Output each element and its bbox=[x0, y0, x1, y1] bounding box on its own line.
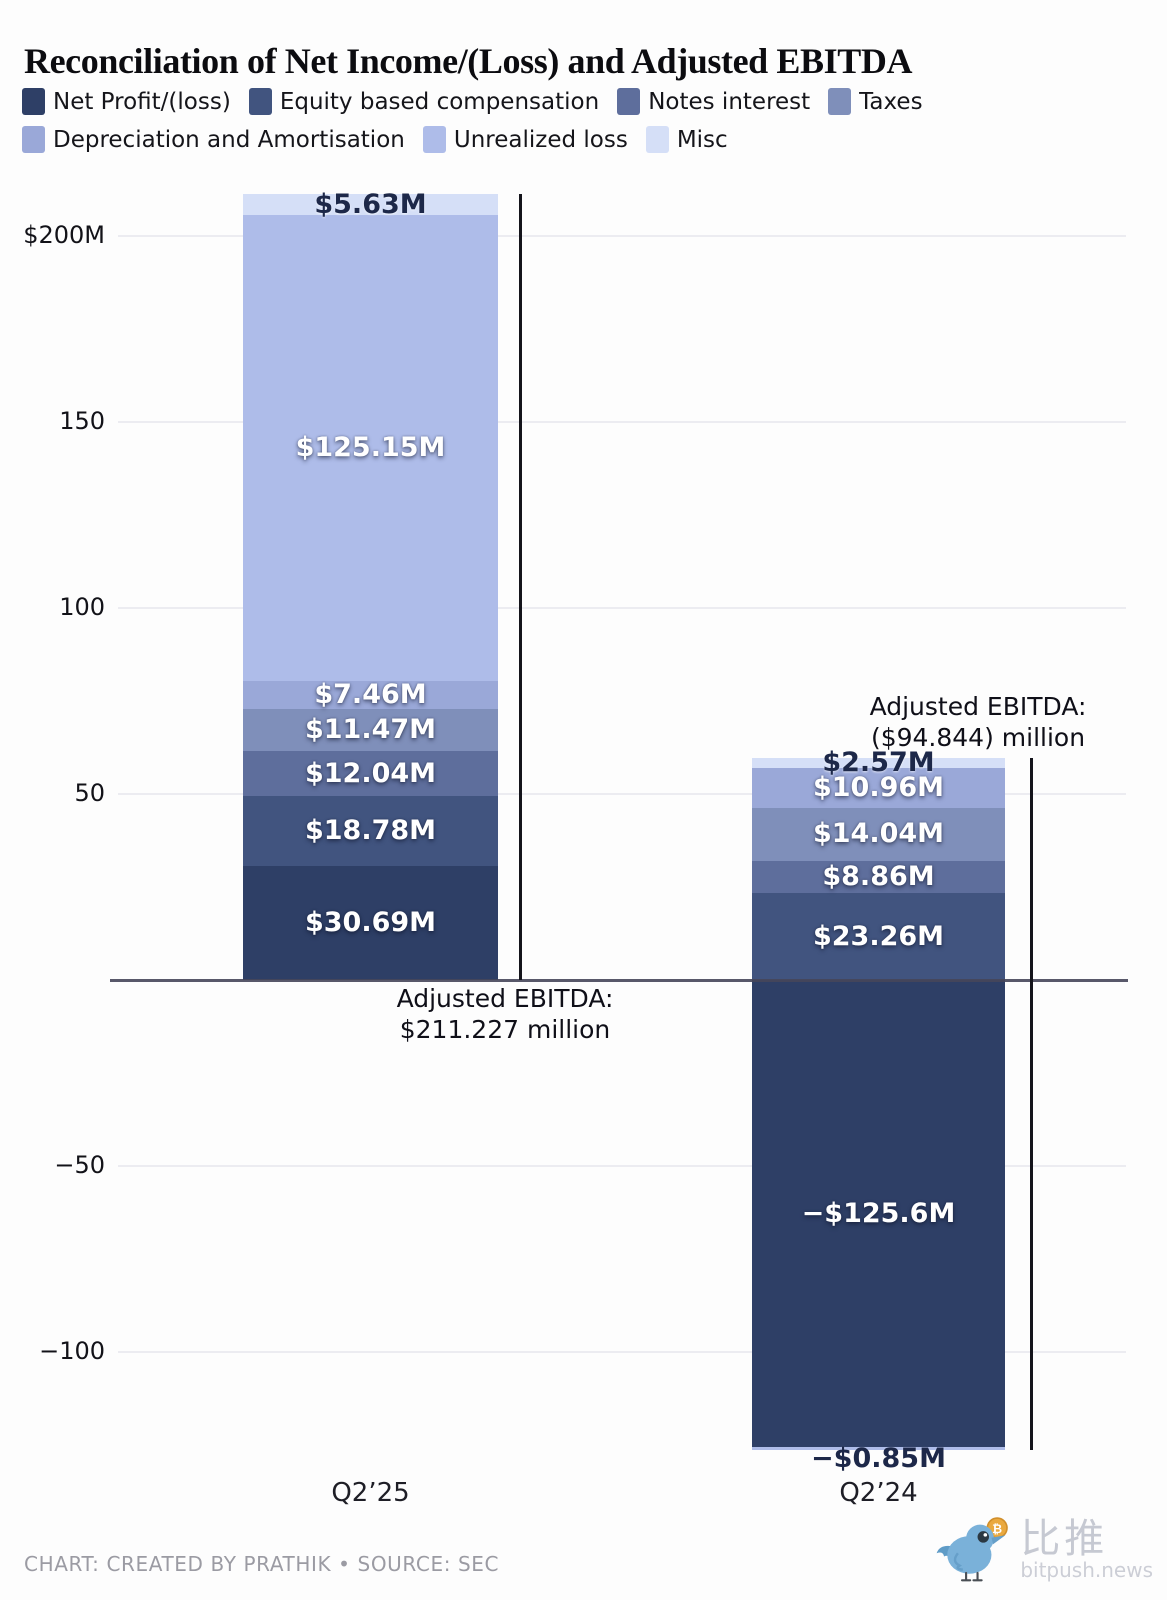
y-axis-tick-label: −100 bbox=[39, 1337, 105, 1365]
y-axis-tick-label: 50 bbox=[74, 779, 105, 807]
bar-segment-value: $10.96M bbox=[812, 771, 945, 803]
legend-swatch bbox=[617, 88, 641, 115]
bar-segment-unrealized-loss bbox=[243, 215, 498, 681]
bar-segment-net-profit-loss bbox=[243, 865, 498, 980]
bar-segment-value: $2.57M bbox=[822, 746, 935, 778]
gridline bbox=[118, 1351, 1126, 1353]
bar-segment-equity-based-compensation bbox=[752, 893, 1005, 980]
bar-segment-taxes bbox=[752, 808, 1005, 861]
y-axis-tick-label: 150 bbox=[59, 407, 105, 435]
annotation-line: Adjusted EBITDA: bbox=[869, 692, 1087, 721]
page-title: Reconciliation of Net Income/(Loss) and … bbox=[24, 41, 913, 82]
y-axis-tick-label: −50 bbox=[54, 1151, 105, 1179]
gridline bbox=[118, 421, 1126, 423]
footer-credit: CHART: CREATED BY PRATHIK • SOURCE: SEC bbox=[24, 1552, 500, 1576]
bar-segment-value: $18.78M bbox=[304, 814, 437, 846]
watermark-bitpush: ₿ 比推 bitpush.news bbox=[930, 1514, 1153, 1586]
legend-swatch bbox=[645, 126, 669, 153]
legend-item-taxes: Taxes bbox=[828, 88, 923, 115]
legend-label: Notes interest bbox=[648, 88, 811, 115]
legend-swatch bbox=[828, 88, 852, 115]
annotation-line: ($94.844) million bbox=[870, 722, 1086, 752]
bar-segment-value: −$125.6M bbox=[801, 1197, 956, 1229]
annotation-line: Adjusted EBITDA: bbox=[396, 984, 614, 1013]
annotation-line: $211.227 million bbox=[399, 1014, 611, 1044]
x-axis-baseline bbox=[110, 979, 1128, 982]
legend-label: Taxes bbox=[859, 88, 923, 115]
annotation-adjusted-ebitda-q2-24: Adjusted EBITDA: ($94.844) million bbox=[828, 692, 1128, 753]
legend-swatch bbox=[22, 126, 45, 153]
legend-swatch bbox=[422, 126, 446, 153]
bar-segment-value: −$0.85M bbox=[811, 1442, 946, 1474]
bar-segment-unrealized-loss bbox=[752, 1447, 1005, 1451]
legend-item-unrealized-loss: Unrealized loss bbox=[422, 126, 628, 153]
annotation-adjusted-ebitda-q2-25: Adjusted EBITDA: $211.227 million bbox=[355, 984, 655, 1045]
legend-label: Misc bbox=[676, 126, 728, 153]
legend-item-net-profit-loss: Net Profit/(loss) bbox=[22, 88, 231, 115]
legend-label: Depreciation and Amortisation bbox=[53, 126, 405, 153]
bar-segment-taxes bbox=[243, 708, 498, 752]
y-axis-tick-label: 100 bbox=[59, 593, 105, 621]
total-bracket-line bbox=[519, 194, 522, 980]
x-axis-category-label: Q2’25 bbox=[331, 1478, 410, 1508]
legend-label: Unrealized loss bbox=[453, 126, 628, 153]
bar-segment-depreciation-and-amortisation bbox=[243, 680, 498, 709]
bar-segment-misc bbox=[243, 194, 498, 216]
bar-segment-value: $7.46M bbox=[314, 678, 427, 710]
bar-segment-value: $14.04M bbox=[812, 818, 945, 850]
bar-segment-value: $5.63M bbox=[314, 188, 427, 220]
bar-segment-depreciation-and-amortisation bbox=[752, 767, 1005, 809]
y-axis-tick-label: $200M bbox=[23, 221, 105, 249]
gridline bbox=[118, 793, 1126, 795]
bar-segment-notes-interest bbox=[243, 751, 498, 796]
bar-segment-value: $12.04M bbox=[304, 757, 437, 789]
bar-segment-value: $125.15M bbox=[295, 431, 446, 463]
bar-segment-equity-based-compensation bbox=[243, 795, 498, 866]
legend-item-misc: Misc bbox=[645, 126, 728, 153]
watermark-brand-cn: 比推 bbox=[1020, 1516, 1109, 1563]
bar-segment-value: $23.26M bbox=[812, 920, 945, 952]
bar-segment-misc bbox=[752, 757, 1005, 768]
legend-swatch bbox=[22, 88, 45, 115]
legend-item-depreciation-and-amortisation: Depreciation and Amortisation bbox=[22, 126, 405, 153]
gridline bbox=[118, 235, 1126, 237]
gridline bbox=[118, 607, 1126, 609]
legend-swatch bbox=[248, 88, 272, 115]
watermark-brand-site: bitpush.news bbox=[1020, 1558, 1153, 1583]
legend-item-equity-based-compensation: Equity based compensation bbox=[248, 88, 600, 115]
total-bracket-line bbox=[1030, 757, 1033, 1451]
bar-segment-notes-interest bbox=[752, 860, 1005, 894]
x-axis-category-label: Q2’24 bbox=[839, 1478, 918, 1508]
gridline bbox=[118, 1165, 1126, 1167]
bar-segment-value: $30.69M bbox=[304, 906, 437, 938]
bar-segment-value: $8.86M bbox=[822, 860, 935, 892]
bird-icon: ₿ bbox=[936, 1517, 1009, 1582]
bar-segment-value: $11.47M bbox=[304, 713, 437, 745]
svg-text:₿: ₿ bbox=[992, 1522, 1002, 1536]
bar-segment-net-profit-loss bbox=[752, 980, 1005, 1448]
legend-item-notes-interest: Notes interest bbox=[617, 88, 810, 115]
legend-label: Net Profit/(loss) bbox=[53, 88, 231, 115]
legend-label: Equity based compensation bbox=[279, 88, 600, 115]
chart-legend: Net Profit/(loss) Equity based compensati… bbox=[22, 88, 1142, 153]
